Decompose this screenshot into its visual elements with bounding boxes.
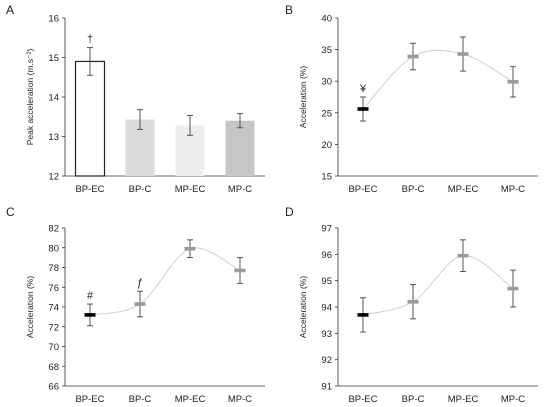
y-tick-label: 92 (321, 355, 332, 366)
data-point-mp-c (507, 286, 519, 291)
y-tick-label: 16 (48, 14, 59, 25)
x-tick-label: MP-EC (175, 184, 206, 195)
x-tick-label: MP-EC (448, 394, 479, 405)
y-tick-label: 15 (321, 172, 332, 183)
y-axis-title: Acceleration (%) (25, 276, 35, 339)
series-line (362, 255, 514, 316)
bar-mp-c (225, 120, 255, 176)
panel-letter-d: D (285, 205, 294, 219)
y-tick-label: 35 (321, 45, 332, 56)
y-tick-label: 40 (321, 14, 332, 25)
data-point-bp-c (134, 302, 146, 306)
data-point-mp-ec (184, 246, 196, 251)
y-tick-label: 97 (321, 224, 332, 235)
y-tick-label: 30 (321, 77, 332, 88)
y-axis-title: Acceleration (%) (298, 66, 308, 129)
data-point-mp-c (507, 80, 519, 84)
y-tick-label: 70 (48, 342, 59, 353)
x-tick-label: MP-EC (175, 394, 206, 405)
chart-panels: 12 13 14 15 16 Peak acceleration (m.s⁻²) BP-EC… (25, 14, 538, 405)
y-tick-label: 68 (48, 362, 59, 373)
x-tick-label: BP-EC (75, 394, 104, 405)
y-tick-label: 80 (48, 243, 59, 254)
x-tick-label: MP-C (228, 394, 252, 405)
y-tick-label: 95 (321, 276, 332, 287)
x-tick-label: MP-C (228, 184, 252, 195)
y-tick-label: 20 (321, 140, 332, 151)
data-point-bp-c (407, 54, 419, 59)
y-tick-label: 15 (48, 53, 59, 64)
significance-marker: † (87, 34, 93, 46)
x-tick-label: BP-EC (75, 184, 104, 195)
chart-panel-b: 15 20 25 30 35 40 Acceleration (%) BP-EC BP-C MP-… (298, 14, 538, 195)
bar-bp-ec (74, 60, 106, 177)
data-point-bp-c (407, 299, 419, 304)
x-tick-label: BP-EC (348, 184, 377, 195)
x-tick-label: BP-EC (348, 394, 377, 405)
data-point-bp-ec (84, 313, 96, 317)
data-point-mp-ec (457, 253, 469, 258)
significance-marker: ƒ (137, 277, 143, 289)
y-tick-label: 25 (321, 108, 332, 119)
x-tick-label: BP-C (129, 184, 152, 195)
y-tick-label: 72 (48, 322, 59, 333)
data-point-mp-ec (457, 52, 469, 56)
y-tick-label: 66 (48, 382, 59, 393)
y-tick-label: 94 (321, 303, 332, 314)
y-tick-label: 12 (48, 172, 59, 183)
y-axis-title: Peak acceleration (m.s⁻²) (25, 49, 35, 146)
y-tick-label: 82 (48, 224, 59, 235)
x-tick-label: BP-C (129, 394, 152, 405)
panel-letter-a: A (6, 3, 14, 17)
significance-marker: ¥ (359, 83, 367, 95)
x-tick-label: BP-C (402, 184, 425, 195)
y-tick-label: 13 (48, 132, 59, 143)
data-point-bp-ec (357, 107, 369, 111)
x-tick-label: BP-C (402, 394, 425, 405)
chart-panel-c: 66 68 70 72 74 76 78 80 82 Acceleration (%) BP-EC B… (25, 224, 265, 405)
y-tick-label: 76 (48, 283, 59, 294)
y-tick-label: 78 (48, 263, 59, 274)
y-axis-title: Acceleration (%) (298, 276, 308, 339)
significance-marker: # (87, 290, 94, 302)
x-tick-label: MP-C (501, 394, 525, 405)
series-line (89, 247, 241, 316)
y-tick-label: 93 (321, 329, 332, 340)
y-tick-label: 91 (321, 382, 332, 393)
x-tick-label: MP-C (501, 184, 525, 195)
panel-letter-c: C (6, 205, 15, 219)
y-tick-label: 14 (48, 93, 59, 104)
y-tick-label: 96 (321, 250, 332, 261)
data-point-bp-ec (357, 313, 369, 317)
chart-panel-a: 12 13 14 15 16 Peak acceleration (m.s⁻²) BP-EC… (25, 14, 265, 195)
series-line (362, 49, 514, 110)
y-tick-label: 74 (48, 303, 59, 314)
chart-panel-d: 91 92 93 94 95 96 97 Acceleration (%) BP-EC BP-C M… (298, 224, 538, 405)
data-point-mp-c (234, 268, 246, 273)
panel-letter-b: B (285, 3, 293, 17)
x-tick-label: MP-EC (448, 184, 479, 195)
